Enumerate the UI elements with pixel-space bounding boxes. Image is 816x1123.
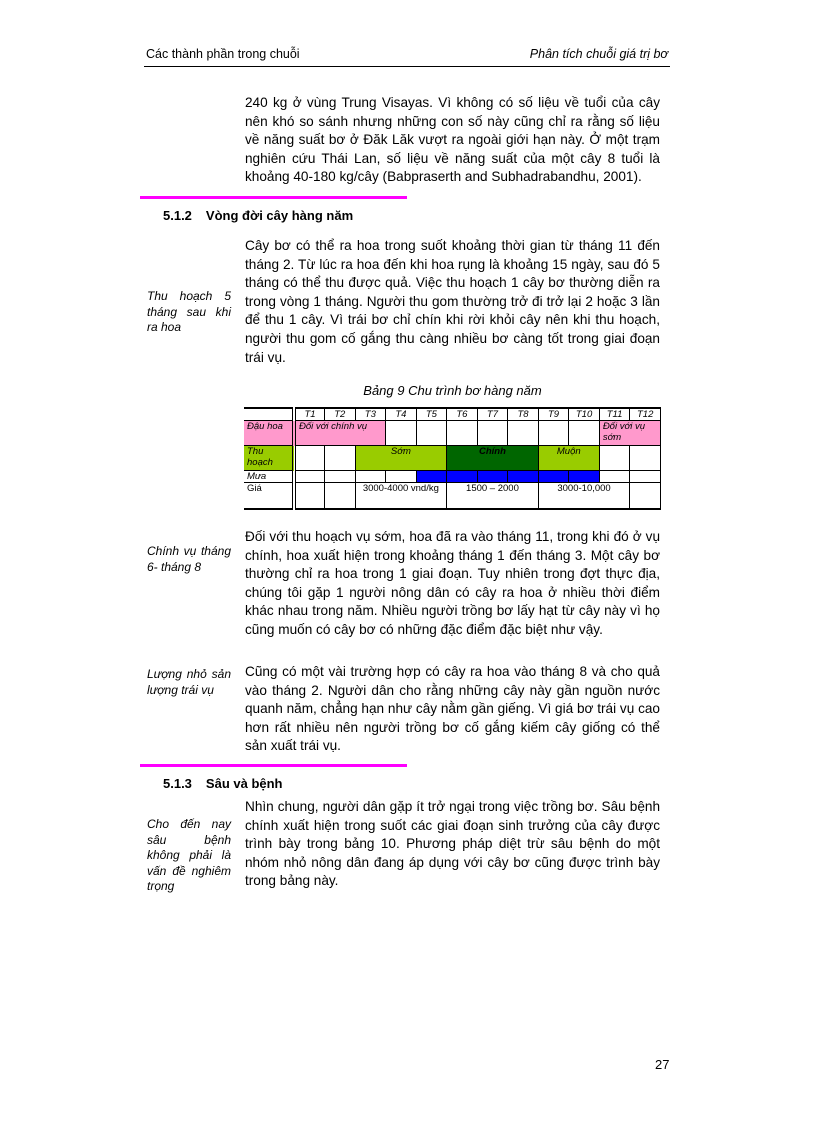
table-caption: Bảng 9 Chu trình bơ hàng năm (363, 383, 542, 398)
row-label-price: Giá (244, 482, 296, 509)
month-header: T6 (446, 407, 478, 421)
harvest-late-cell: Muộn (537, 445, 600, 471)
row-label-harvest: Thu hoạch (244, 445, 296, 471)
rain-cell (476, 470, 509, 483)
month-header: T2 (324, 407, 356, 421)
row-label-rain: Mưa (244, 470, 296, 483)
margin-note: Cho đến nay sâu bệnh không phải là vấn đ… (147, 817, 231, 893)
annual-cycle-table: T1 T2 T3 T4 T5 T6 T7 T8 T9 T10 T11 T12 Đậu hoa Đối … (244, 407, 662, 510)
flower-main-cell: Đối với chính vụ (293, 420, 387, 446)
harvest-main-cell: Chính (446, 445, 539, 471)
header-rule (144, 66, 670, 67)
rain-cell (446, 470, 478, 483)
flower-early-cell: Đối với vụ sớm (598, 420, 662, 446)
section-title: Vòng đời cây hàng năm (205, 208, 354, 223)
section-number: 5.1.3 (163, 776, 192, 791)
paragraph: Cũng có một vài trường hợp có cây ra hoa… (245, 664, 660, 754)
paragraph: Cây bơ có thể ra hoa trong suốt khoảng t… (245, 238, 660, 365)
section-divider (140, 764, 407, 767)
month-header: T8 (507, 407, 539, 421)
section-title: Sâu và bệnh (205, 776, 283, 791)
month-header: T11 (598, 407, 631, 421)
month-header: T12 (629, 407, 661, 421)
rain-cell (415, 470, 448, 483)
section-heading: 5.1.3 Sâu và bệnh (163, 776, 297, 791)
harvest-early-cell: Sớm (354, 445, 448, 471)
section-number: 5.1.2 (163, 208, 192, 223)
paragraph: Nhìn chung, người dân gặp ít trở ngại tr… (245, 799, 660, 889)
margin-note: Thu hoạch 5 tháng sau khi ra hoa (147, 289, 231, 334)
section-heading: 5.1.2 Vòng đời cây hàng năm (163, 208, 367, 223)
margin-note: Chính vụ tháng 6- tháng 8 (147, 544, 231, 574)
month-header: T5 (415, 407, 448, 421)
rain-cell (568, 470, 600, 483)
month-header: T9 (537, 407, 570, 421)
paragraph: 240 kg ở vùng Trung Visayas. Vì không có… (245, 95, 660, 185)
margin-note: Lượng nhỏ sản lượng trái vụ (147, 667, 231, 697)
price-late-cell: 3000-10,000 (537, 482, 631, 509)
price-main-cell: 1500 – 2000 (446, 482, 539, 509)
paragraph: Đối với thu hoạch vụ sớm, hoa đã ra vào … (245, 529, 660, 637)
month-header: T1 (293, 407, 326, 421)
month-header: T3 (354, 407, 387, 421)
page-number: 27 (655, 1057, 670, 1072)
price-early-cell: 3000-4000 vnd/kg (354, 482, 448, 509)
rain-cell (537, 470, 570, 483)
running-header-right: Phân tích chuỗi giá trị bơ (529, 47, 668, 61)
running-header-left: Các thành phần trong chuỗi (146, 47, 300, 61)
month-header: T7 (476, 407, 509, 421)
month-header: T4 (385, 407, 417, 421)
row-label-flower: Đậu hoa (244, 420, 296, 446)
rain-cell (507, 470, 539, 483)
month-header: T10 (568, 407, 600, 421)
section-divider (140, 196, 407, 199)
